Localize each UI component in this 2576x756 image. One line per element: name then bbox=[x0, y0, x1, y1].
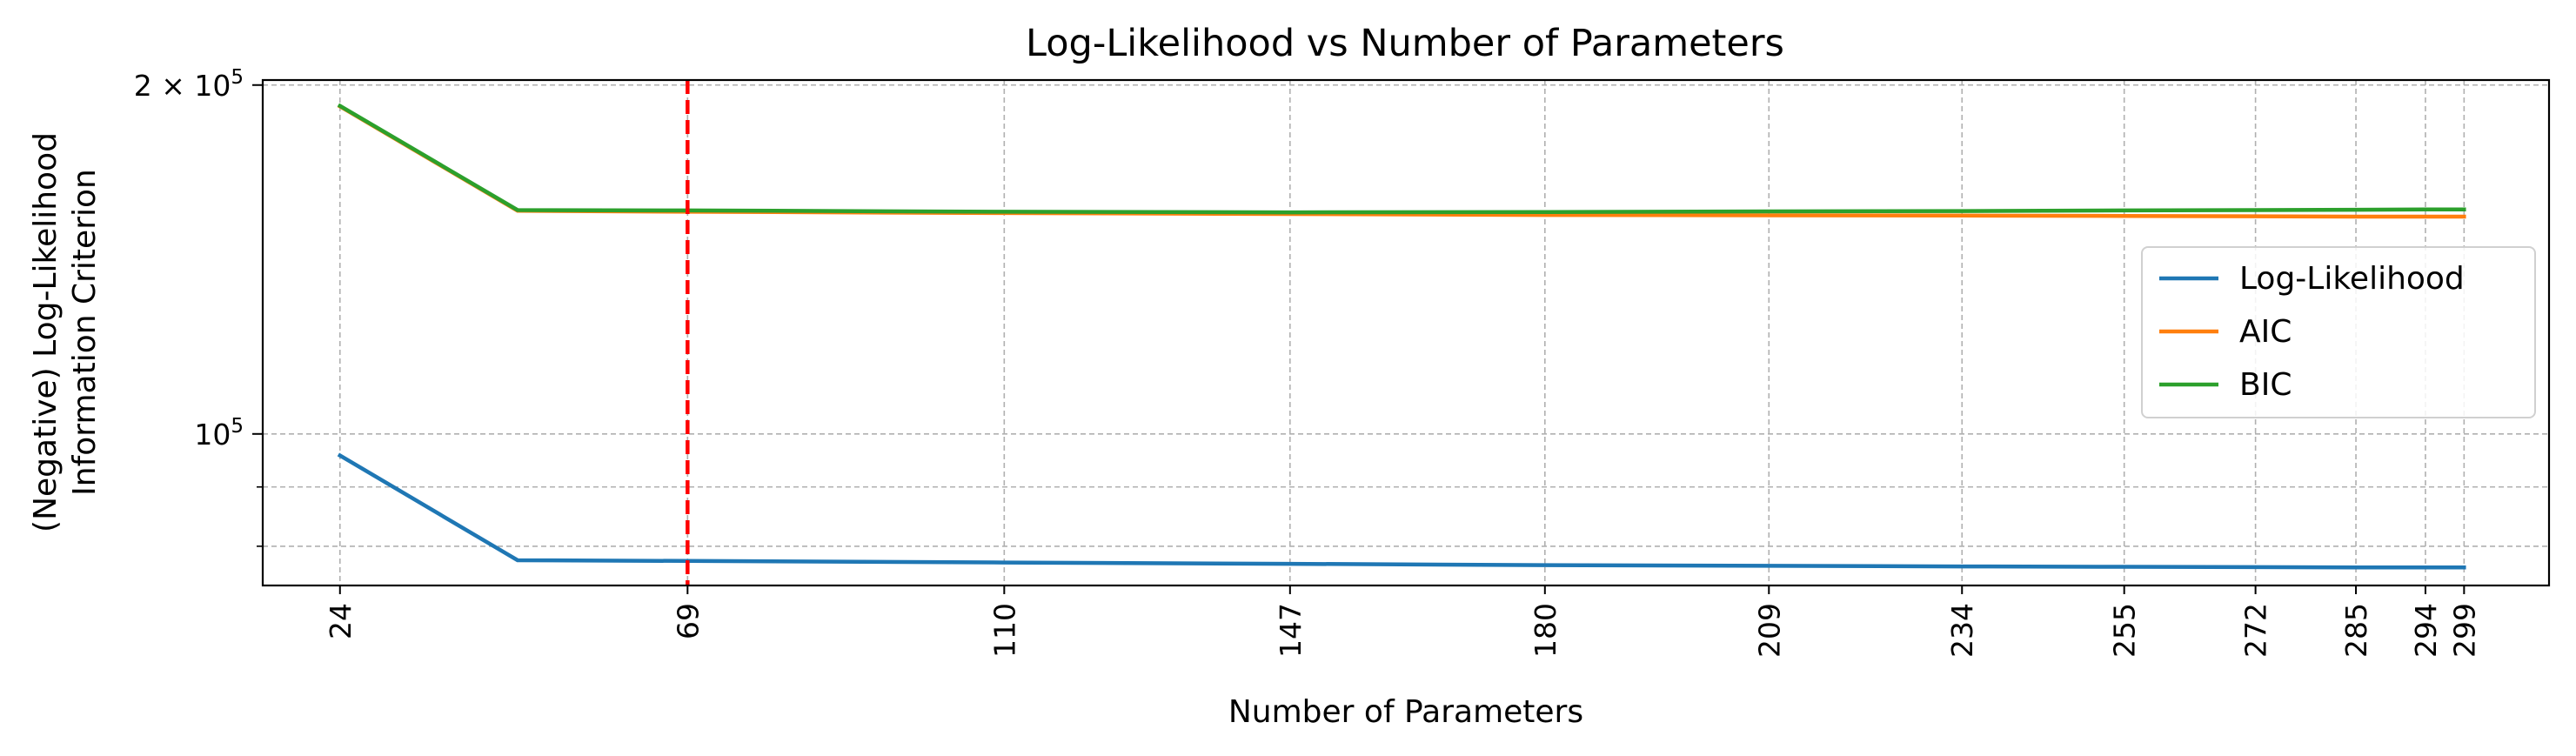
x-tick-label: 234 bbox=[1945, 603, 1979, 658]
y-tick-label: 105 bbox=[194, 415, 244, 452]
y-tick-label-base: 2 × 10 bbox=[134, 69, 231, 103]
y-axis-label-line1: (Negative) Log-Likelihood bbox=[28, 132, 64, 532]
grid bbox=[263, 80, 2549, 585]
legend-label: AIC bbox=[2239, 314, 2292, 350]
y-axis-label: (Negative) Log-Likelihood Information Cr… bbox=[28, 132, 103, 532]
x-tick-label: 272 bbox=[2239, 603, 2273, 658]
x-tick-label: 110 bbox=[987, 603, 1021, 658]
x-tick-label: 294 bbox=[2409, 603, 2443, 658]
y-tick-label-base: 10 bbox=[194, 418, 231, 452]
x-tick-label: 147 bbox=[1274, 603, 1308, 658]
legend-item: AIC bbox=[2159, 314, 2292, 350]
x-tick-label: 255 bbox=[2108, 603, 2142, 658]
y-axis-label-line2: Information Criterion bbox=[67, 169, 103, 496]
x-tick-label: 285 bbox=[2339, 603, 2373, 658]
legend-item: BIC bbox=[2159, 367, 2292, 403]
legend-box bbox=[2141, 246, 2536, 418]
legend-item: Log-Likelihood bbox=[2159, 261, 2465, 297]
y-tick-label: 2 × 105 bbox=[134, 66, 244, 103]
plot-frame bbox=[261, 78, 2551, 587]
x-tick-label: 24 bbox=[324, 603, 358, 639]
y-tick-label-exponent: 5 bbox=[231, 415, 244, 438]
legend-label: Log-Likelihood bbox=[2239, 261, 2465, 297]
legend-label: BIC bbox=[2239, 367, 2292, 403]
y-tick-label-exponent: 5 bbox=[231, 66, 244, 89]
x-tick-label: 299 bbox=[2447, 603, 2481, 658]
x-tick-label: 180 bbox=[1529, 603, 1562, 658]
x-axis-label: Number of Parameters bbox=[1228, 694, 1583, 730]
x-tick-label: 209 bbox=[1752, 603, 1786, 658]
legend: Log-Likelihood AIC BIC bbox=[2141, 246, 2536, 418]
x-axis-ticks: 24 69 110 147 180 209 234 255 272 285 294 299 bbox=[324, 585, 2481, 658]
chart-title: Log-Likelihood vs Number of Parameters bbox=[1026, 22, 1784, 65]
x-tick-label: 69 bbox=[671, 603, 705, 639]
